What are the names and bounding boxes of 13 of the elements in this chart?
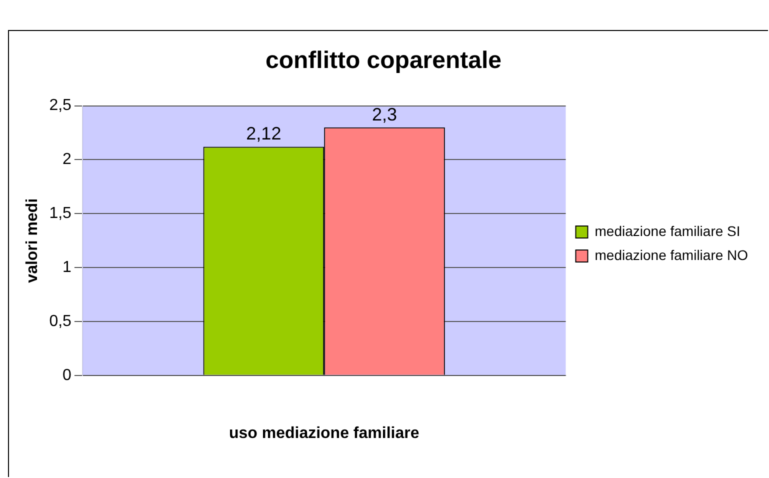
chart-title: conflitto coparentale [265,47,502,74]
data-label: 2,3 [372,104,398,124]
y-tick-label: 2,5 [49,97,72,114]
legend-label: mediazione familiare NO [594,246,748,263]
y-tick-label: 1,5 [49,205,72,222]
y-tick-label: 0,5 [49,312,72,330]
legend-label: mediazione familiare SI [594,222,740,239]
y-axis-title: valori medi [24,198,42,283]
x-axis-title: uso mediazione familiare [228,424,420,442]
data-label: 2,12 [246,124,282,144]
y-tick-label: 0 [62,366,72,384]
y-tick-label: 1 [62,258,72,276]
y-tick-label: 2 [62,151,72,168]
